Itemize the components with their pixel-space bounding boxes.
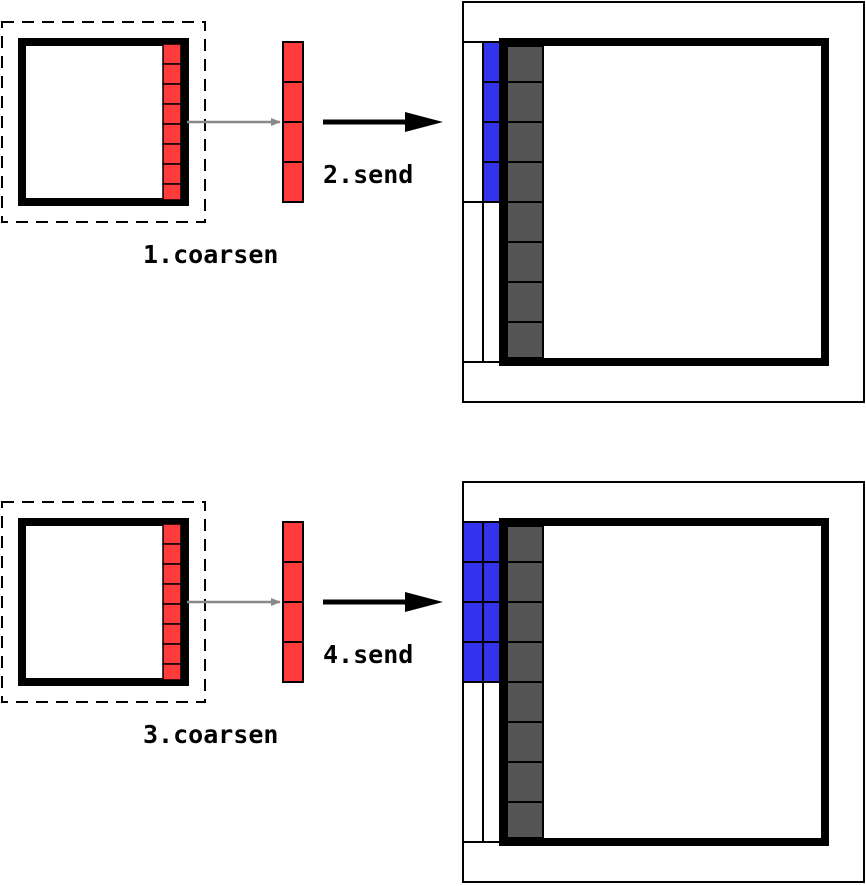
ghost-cells-received [462, 521, 504, 683]
interior-boundary-cells [506, 45, 544, 359]
send-arrow [323, 112, 443, 132]
fine-patch [18, 518, 189, 686]
interior-boundary-cells [506, 525, 544, 839]
step-send-label: 4.send [323, 640, 413, 669]
fine-cells-column [162, 43, 182, 201]
fine-patch [18, 38, 189, 206]
step-coarsen-label: 1.coarsen [143, 240, 278, 269]
coarse-strip [282, 521, 304, 683]
coarse-patch [499, 38, 829, 366]
panel-2: 4.send 3.coarsen [1, 481, 865, 883]
send-arrow [323, 592, 443, 612]
coarse-strip [282, 41, 304, 203]
panel-1: 2.send 1.coarsen [1, 1, 865, 403]
step-coarsen-label: 3.coarsen [143, 720, 278, 749]
fine-cells-column [162, 523, 182, 681]
ghost-cells-received [482, 41, 504, 203]
coarse-patch [499, 518, 829, 846]
step-send-label: 2.send [323, 160, 413, 189]
